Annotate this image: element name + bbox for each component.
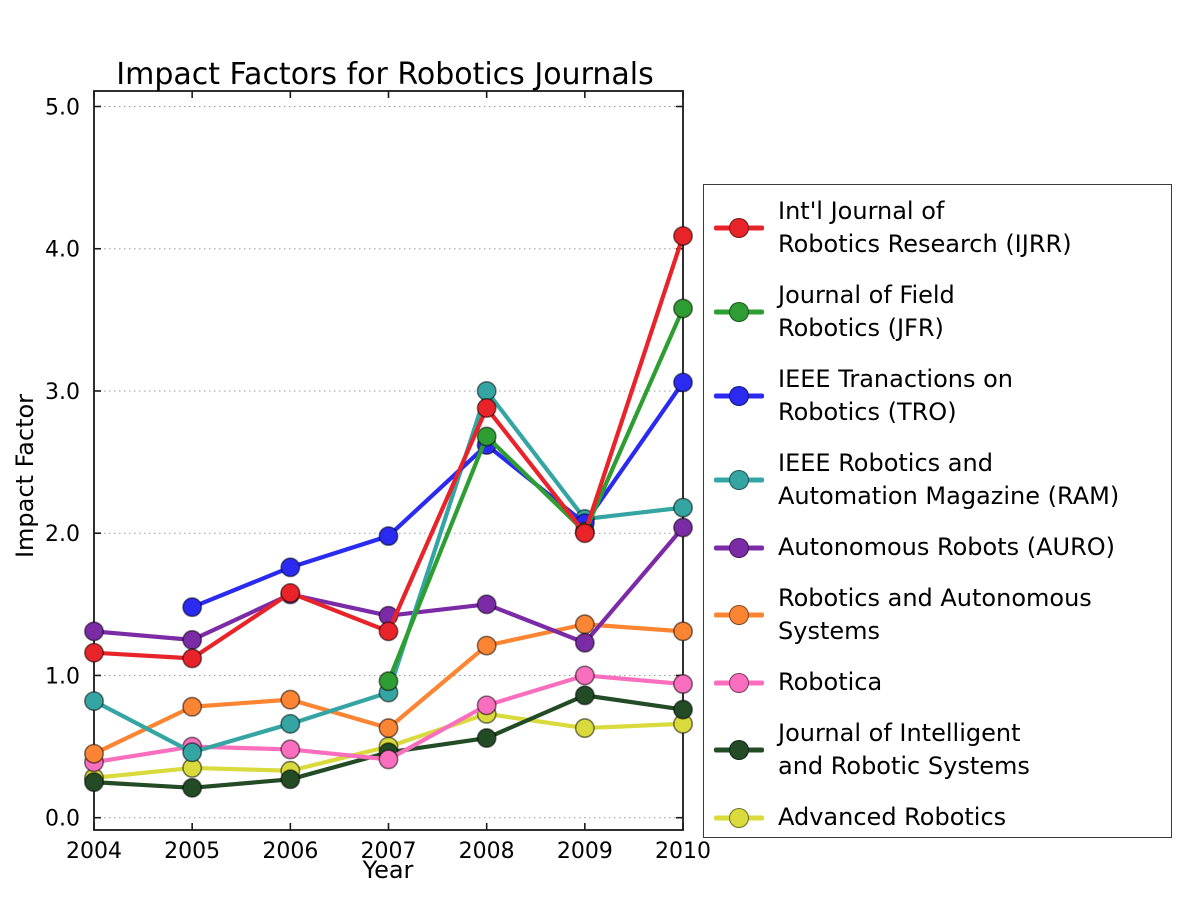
x-axis-label: Year bbox=[362, 856, 414, 884]
legend-label: Journal of Field Robotics (JFR) bbox=[778, 281, 955, 342]
data-point bbox=[182, 777, 203, 798]
legend-marker-icon bbox=[714, 217, 764, 239]
legend-marker-icon bbox=[714, 537, 764, 559]
x-tick-label: 2010 bbox=[655, 839, 711, 864]
data-series bbox=[84, 225, 693, 798]
data-point bbox=[476, 398, 497, 419]
x-tick-label: 2004 bbox=[66, 839, 122, 864]
data-point bbox=[182, 742, 203, 763]
legend-label: IEEE Robotics and Automation Magazine (R… bbox=[778, 449, 1120, 510]
legend-marker-icon bbox=[714, 604, 764, 626]
y-axis-label: Impact Factor bbox=[11, 394, 39, 558]
legend-label: Int'l Journal of Robotics Research (IJRR… bbox=[778, 197, 1072, 258]
data-point bbox=[378, 621, 399, 642]
data-point bbox=[280, 557, 301, 578]
data-point bbox=[182, 629, 203, 650]
data-point bbox=[280, 689, 301, 710]
y-tick-label: 4.0 bbox=[45, 238, 80, 263]
data-point bbox=[182, 696, 203, 717]
data-point bbox=[476, 695, 497, 716]
legend-item: Robotics and Autonomous Systems bbox=[714, 582, 1163, 648]
data-point bbox=[280, 713, 301, 734]
chart-title: Impact Factors for Robotics Journals bbox=[116, 57, 653, 92]
legend-label: Robotics and Autonomous Systems bbox=[778, 584, 1092, 645]
legend-marker-icon bbox=[714, 301, 764, 323]
data-point bbox=[476, 594, 497, 615]
legend-label: Advanced Robotics bbox=[778, 803, 1007, 831]
data-point bbox=[476, 635, 497, 656]
y-tick-labels: 0.0 1.0 2.0 3.0 4.0 5.0 bbox=[45, 96, 80, 832]
legend-item: Advanced Robotics bbox=[714, 801, 1163, 834]
y-tick-label: 0.0 bbox=[45, 807, 80, 832]
legend-label: Journal of Intelligent and Robotic Syste… bbox=[778, 719, 1030, 780]
y-tick-label: 2.0 bbox=[45, 522, 80, 547]
legend-marker-icon bbox=[714, 739, 764, 761]
data-point bbox=[672, 497, 693, 518]
data-point bbox=[378, 718, 399, 739]
legend-marker-icon bbox=[714, 672, 764, 694]
legend-label: Autonomous Robots (AURO) bbox=[778, 533, 1116, 561]
data-point bbox=[574, 523, 595, 544]
data-point bbox=[280, 769, 301, 790]
data-point bbox=[378, 749, 399, 770]
legend-item: Journal of Intelligent and Robotic Syste… bbox=[714, 717, 1163, 783]
legend-marker-icon bbox=[714, 807, 764, 829]
data-point bbox=[84, 772, 105, 793]
x-tick-label: 2006 bbox=[262, 839, 318, 864]
legend-item: Robotica bbox=[714, 666, 1163, 699]
x-tick-label: 2008 bbox=[459, 839, 515, 864]
legend-item: IEEE Robotics and Automation Magazine (R… bbox=[714, 447, 1163, 513]
data-point bbox=[182, 597, 203, 618]
legend-label: Robotica bbox=[778, 668, 883, 696]
data-point bbox=[84, 642, 105, 663]
data-point bbox=[574, 665, 595, 686]
data-point bbox=[672, 621, 693, 642]
legend-item: Int'l Journal of Robotics Research (IJRR… bbox=[714, 195, 1163, 261]
y-tick-label: 1.0 bbox=[45, 664, 80, 689]
data-point bbox=[672, 298, 693, 319]
data-point bbox=[574, 718, 595, 739]
legend: Int'l Journal of Robotics Research (IJRR… bbox=[703, 184, 1172, 838]
series-line bbox=[91, 233, 686, 661]
data-point bbox=[672, 225, 693, 246]
data-point bbox=[280, 582, 301, 603]
x-tick-label: 2007 bbox=[361, 839, 417, 864]
legend-item: Autonomous Robots (AURO) bbox=[714, 531, 1163, 564]
data-point bbox=[672, 673, 693, 694]
data-point bbox=[182, 648, 203, 669]
data-point bbox=[672, 372, 693, 393]
data-point bbox=[574, 685, 595, 706]
x-tick-label: 2005 bbox=[164, 839, 220, 864]
y-tick-label: 5.0 bbox=[45, 96, 80, 121]
data-point bbox=[574, 614, 595, 635]
legend-label: IEEE Tranactions on Robotics (TRO) bbox=[778, 365, 1014, 426]
legend-marker-icon bbox=[714, 385, 764, 407]
legend-item: Journal of Field Robotics (JFR) bbox=[714, 279, 1163, 345]
data-point bbox=[280, 739, 301, 760]
data-point bbox=[378, 526, 399, 547]
data-point bbox=[84, 691, 105, 712]
series-line bbox=[386, 306, 686, 684]
data-point bbox=[574, 632, 595, 653]
data-point bbox=[378, 671, 399, 692]
series-line bbox=[190, 380, 686, 610]
data-point bbox=[476, 380, 497, 401]
x-tick-labels: 2004 2005 2006 2007 2008 2009 2010 bbox=[66, 839, 711, 864]
legend-item: IEEE Tranactions on Robotics (TRO) bbox=[714, 363, 1163, 429]
y-tick-label: 3.0 bbox=[45, 380, 80, 405]
data-point bbox=[672, 699, 693, 720]
data-point bbox=[84, 621, 105, 642]
data-point bbox=[84, 743, 105, 764]
data-point bbox=[476, 728, 497, 749]
x-tick-label: 2009 bbox=[557, 839, 613, 864]
data-point bbox=[476, 426, 497, 447]
legend-marker-icon bbox=[714, 469, 764, 491]
data-point bbox=[672, 517, 693, 538]
